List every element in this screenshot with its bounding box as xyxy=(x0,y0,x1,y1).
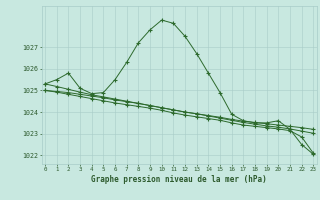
X-axis label: Graphe pression niveau de la mer (hPa): Graphe pression niveau de la mer (hPa) xyxy=(91,175,267,184)
